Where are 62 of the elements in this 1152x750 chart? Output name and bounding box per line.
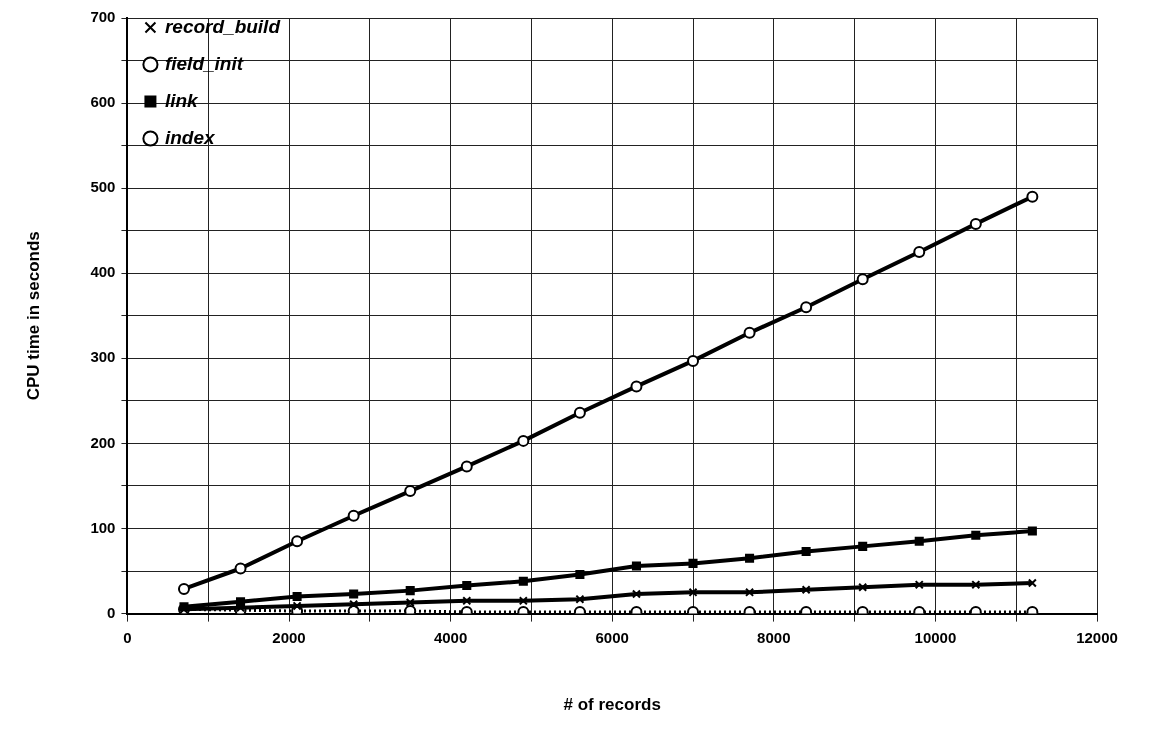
y-tick-label: 500	[90, 178, 116, 196]
point	[460, 460, 473, 473]
point	[914, 580, 924, 590]
x-tick-label: 10000	[914, 628, 957, 646]
point	[1027, 526, 1037, 536]
x-axis-title: # of records	[563, 695, 661, 715]
point	[971, 530, 981, 540]
point	[969, 217, 982, 230]
point	[575, 594, 585, 604]
point	[177, 582, 190, 595]
point	[517, 434, 530, 447]
point	[687, 354, 700, 367]
point	[518, 576, 528, 586]
y-tick-label: 700	[90, 8, 116, 26]
y-tick-label: 600	[90, 93, 116, 111]
point	[913, 245, 926, 258]
point	[858, 582, 868, 592]
point	[236, 597, 246, 607]
point	[462, 580, 472, 591]
point	[292, 592, 302, 602]
point	[801, 546, 811, 557]
x-tick-label: 2000	[272, 628, 306, 646]
point	[631, 589, 641, 599]
point	[1026, 190, 1039, 203]
point	[518, 596, 528, 606]
point	[914, 536, 924, 546]
x-tick-label: 4000	[433, 628, 468, 646]
point	[573, 406, 586, 419]
x-tick-label: 8000	[757, 628, 791, 646]
x-tick-label: 0	[123, 628, 132, 646]
point	[405, 598, 415, 608]
point	[1027, 578, 1037, 588]
point	[856, 273, 869, 286]
x-tick-label: 12000	[1076, 628, 1118, 646]
point	[404, 485, 417, 498]
y-axis-title: CPU time in seconds	[23, 231, 43, 401]
point	[347, 509, 360, 522]
point	[743, 326, 756, 339]
point	[745, 553, 755, 563]
point	[631, 561, 641, 571]
point	[291, 535, 304, 548]
y-tick-label: 100	[90, 518, 116, 536]
point	[292, 601, 302, 611]
point	[575, 569, 585, 579]
point	[971, 580, 981, 590]
point	[745, 587, 755, 597]
point	[858, 541, 868, 551]
point	[688, 587, 698, 597]
point	[349, 589, 359, 599]
x-tick-label: 6000	[595, 628, 629, 646]
point	[800, 301, 813, 314]
point	[688, 558, 698, 568]
point	[405, 586, 415, 596]
point	[630, 380, 643, 393]
y-tick-label: 200	[90, 433, 116, 451]
point	[234, 562, 247, 575]
y-tick-label: 400	[90, 263, 116, 281]
point	[801, 585, 811, 595]
y-tick-label: 300	[90, 348, 116, 366]
point	[462, 596, 472, 606]
y-tick-label: 0	[107, 603, 116, 621]
point	[349, 599, 359, 609]
